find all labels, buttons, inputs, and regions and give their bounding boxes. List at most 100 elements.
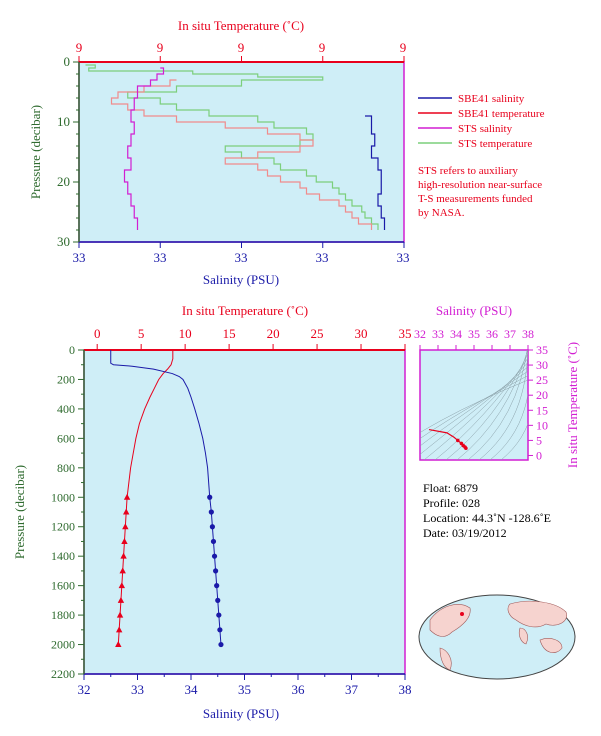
ts-top-tick-label: 35 bbox=[468, 327, 480, 341]
full-profile-bottom-tick-label: 38 bbox=[399, 682, 412, 697]
ts-density-contour bbox=[445, 353, 528, 460]
ts-top-tick-label: 38 bbox=[522, 327, 534, 341]
full-profile-left-tick-label: 1400 bbox=[51, 549, 75, 563]
ts-right-tick-label: 10 bbox=[536, 418, 548, 432]
full-profile-bottom-tick-label: 35 bbox=[238, 682, 251, 697]
temperature-point bbox=[116, 611, 124, 618]
full-profile-top-tick-label: 20 bbox=[267, 326, 280, 341]
full-profile-top-tick-label: 35 bbox=[399, 326, 412, 341]
sts-note-line: by NASA. bbox=[418, 207, 465, 219]
full-profile-left-tick-label: 600 bbox=[57, 431, 75, 445]
near-surface-panel: In situ Temperature (˚C) 9 9 9 9 9 33 33… bbox=[28, 18, 410, 287]
ts-top-tick-label: 32 bbox=[414, 327, 426, 341]
full-profile-top-tick-label: 0 bbox=[94, 326, 101, 341]
temperature-point bbox=[123, 493, 131, 500]
map-land-australia bbox=[539, 638, 563, 653]
full-profile-top-tick-label: 15 bbox=[223, 326, 236, 341]
ts-density-contour bbox=[478, 350, 528, 460]
ts-right-tick-label: 0 bbox=[536, 448, 542, 462]
ts-top-tick-label: 37 bbox=[504, 327, 516, 341]
salinity-point bbox=[213, 568, 219, 574]
full-profile-left-axis-title: Pressure (decibar) bbox=[12, 465, 27, 559]
ts-density-contour bbox=[420, 375, 528, 439]
salinity-point bbox=[209, 524, 215, 530]
full-profile-bottom-tick-label: 37 bbox=[345, 682, 359, 697]
profile-number: Profile: 028 bbox=[423, 496, 480, 510]
full-profile-top-tick-label: 25 bbox=[311, 326, 324, 341]
full-profile-bottom-axis-title: Salinity (PSU) bbox=[203, 706, 279, 721]
near-surface-top-axis-title: In situ Temperature (˚C) bbox=[178, 18, 304, 33]
salinity-point bbox=[214, 583, 220, 589]
map-land-south-america bbox=[439, 647, 452, 671]
ts-series bbox=[428, 428, 468, 451]
legend-label-sbe41-salinity: SBE41 salinity bbox=[458, 93, 525, 105]
temperature-profile-line bbox=[117, 350, 174, 645]
full-profile-plot-area bbox=[83, 349, 406, 675]
full-profile-panel: In situ Temperature (˚C) 0 5 10 15 20 25 30 35 … bbox=[12, 303, 412, 721]
near-surface-bottom-tick-label: 33 bbox=[397, 250, 410, 265]
full-profile-bottom-tick-label: 32 bbox=[78, 682, 91, 697]
ts-density-contour bbox=[500, 422, 528, 460]
ts-density-contour bbox=[456, 350, 528, 460]
ts-diagram-panel: Salinity (PSU) 32 33 34 35 36 37 38 0510152025… bbox=[414, 303, 580, 468]
ts-point bbox=[456, 438, 460, 443]
full-profile-top-tick-label: 5 bbox=[138, 326, 145, 341]
full-profile-left-tick-label: 1200 bbox=[51, 520, 75, 534]
near-surface-left-tick-label: 20 bbox=[57, 174, 70, 189]
full-profile-bottom-tick-labels: 32 33 34 35 36 37 38 bbox=[78, 682, 412, 697]
full-profile-left-tick-label: 800 bbox=[57, 461, 75, 475]
ts-ticks bbox=[419, 345, 533, 456]
ts-right-tick-label: 20 bbox=[536, 388, 548, 402]
ts-top-tick-label: 36 bbox=[486, 327, 498, 341]
ts-point bbox=[464, 446, 468, 451]
full-profile-series bbox=[110, 350, 224, 648]
full-profile-bottom-tick-label: 33 bbox=[131, 682, 144, 697]
full-profile-left-tick-label: 1600 bbox=[51, 579, 75, 593]
full-profile-ticks bbox=[78, 344, 406, 680]
full-profile-top-tick-label: 30 bbox=[355, 326, 368, 341]
float-info: Float: 6879 Profile: 028 Location: 44.3˚… bbox=[423, 481, 551, 540]
near-surface-bottom-tick-label: 33 bbox=[235, 250, 248, 265]
full-profile-left-tick-label: 2200 bbox=[51, 667, 75, 681]
float-id: Float: 6879 bbox=[423, 481, 478, 495]
near-surface-bottom-tick-label: 33 bbox=[73, 250, 86, 265]
ts-right-tick-label: 30 bbox=[536, 358, 548, 372]
temperature-point bbox=[122, 523, 129, 530]
temperature-point bbox=[115, 641, 122, 648]
ts-right-axis-title: In situ Temperature (˚C) bbox=[565, 342, 580, 468]
series-line-sts-salinity bbox=[123, 67, 165, 230]
salinity-point bbox=[207, 494, 213, 500]
full-profile-left-tick-label: 200 bbox=[57, 372, 75, 386]
near-surface-left-axis-title: Pressure (decibar) bbox=[28, 105, 43, 199]
full-profile-top-axis-title: In situ Temperature (˚C) bbox=[182, 303, 308, 318]
temperature-point bbox=[119, 567, 126, 574]
sts-note-line: T-S measurements funded bbox=[418, 193, 533, 205]
temperature-point bbox=[118, 582, 126, 589]
temperature-point bbox=[117, 596, 125, 603]
series-line-sbe41-salinity bbox=[365, 115, 386, 230]
ts-density-contour bbox=[489, 392, 528, 460]
series-line-sbe41-temperature bbox=[110, 79, 373, 230]
near-surface-left-tick-label: 10 bbox=[57, 114, 70, 129]
map-land-africa-edge bbox=[518, 627, 528, 645]
salinity-point bbox=[217, 627, 223, 633]
near-surface-top-tick-label: 9 bbox=[238, 40, 245, 55]
near-surface-bottom-axis-title: Salinity (PSU) bbox=[203, 272, 279, 287]
salinity-point bbox=[211, 553, 218, 559]
near-surface-series bbox=[85, 64, 386, 230]
date: Date: 03/19/2012 bbox=[423, 526, 507, 540]
ts-top-tick-labels: 32 33 34 35 36 37 38 bbox=[414, 327, 534, 341]
salinity-point bbox=[210, 538, 217, 545]
legend: SBE41 salinity SBE41 temperature STS sal… bbox=[418, 93, 545, 219]
full-profile-left-tick-label: 400 bbox=[57, 402, 75, 416]
temperature-point bbox=[120, 552, 127, 559]
full-profile-bottom-tick-label: 36 bbox=[292, 682, 306, 697]
ts-density-contour bbox=[420, 379, 528, 433]
legend-label-sbe41-temperature: SBE41 temperature bbox=[458, 108, 545, 120]
location: Location: 44.3˚N -128.6˚E bbox=[423, 511, 551, 525]
sts-note-line: high-resolution near-surface bbox=[418, 179, 542, 191]
legend-label-sts-temperature: STS temperature bbox=[458, 138, 532, 150]
temperature-point bbox=[121, 537, 128, 544]
ts-right-tick-label: 25 bbox=[536, 373, 548, 387]
full-profile-left-tick-label: 0 bbox=[69, 343, 75, 357]
